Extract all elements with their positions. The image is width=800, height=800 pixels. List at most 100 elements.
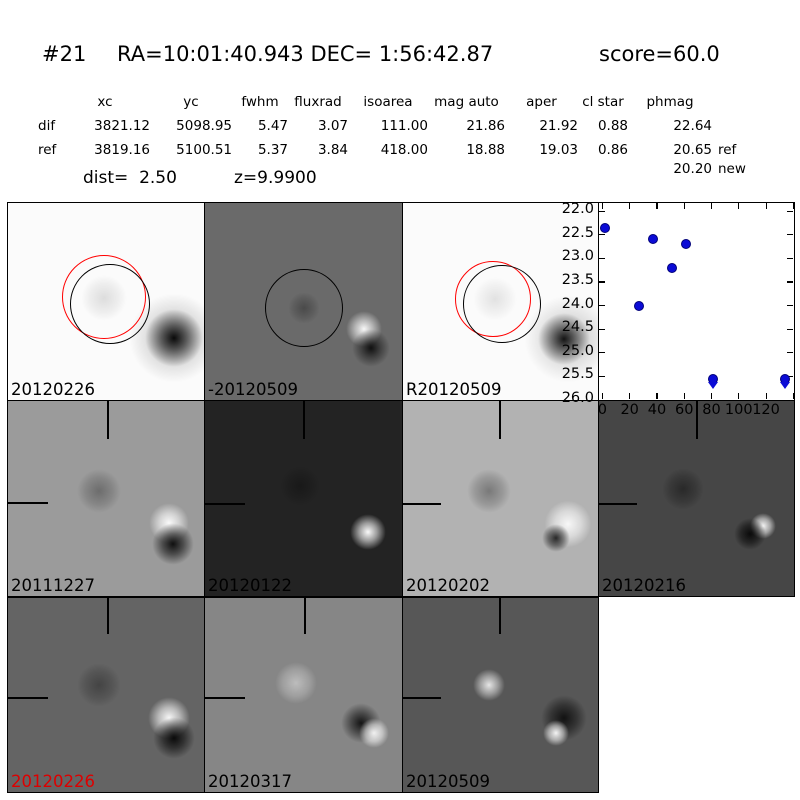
cutout-epoch-20111227: 20111227 [7,400,205,597]
upper-limit-arrow-icon [780,381,791,389]
data-point [666,262,677,273]
ref-cl-star: 0.86 [597,142,628,158]
candidate-coords: RA=10:01:40.943 DEC= 1:56:42.87 [117,42,494,66]
x-axis-tick [629,203,631,209]
y-axis-tick [787,210,793,212]
y-axis-tick [599,352,605,354]
y-tick-label: 23.5 [561,271,594,288]
new-phmag-value: 20.20 [673,161,712,177]
y-axis-tick [599,210,605,212]
candidate-spot [275,662,317,704]
y-tick-label: 25.0 [561,342,594,359]
ref-fwhm: 5.37 [257,142,288,158]
col-header-cl-star: cl star [582,94,624,110]
ref-phmag: 20.65 [673,142,712,158]
candidate-spot [473,669,505,701]
ref-mag-auto: 18.88 [466,142,505,158]
y-axis-tick [599,257,605,259]
candidate-spot [77,469,121,513]
ref-aper: 19.03 [539,142,578,158]
x-axis-tick [601,203,604,209]
dipole-white-blob [350,514,386,550]
candidate-spot [280,466,320,506]
y-tick-label: 22.5 [561,224,594,241]
cutout-date-label: 20120122 [208,576,292,596]
cutout-date-label: 20120226 [11,772,95,792]
cutout-date-label: 20120226 [11,380,95,400]
x-axis-tick [711,393,713,399]
ref-xc: 3819.16 [94,142,150,158]
dif-fluxrad: 3.07 [317,118,348,134]
y-tick-label: 26.0 [561,390,594,406]
ref-phmag-suffix: ref [718,142,737,158]
x-axis-tick [656,203,658,209]
cutout-date-label: 20120202 [406,576,490,596]
star-blob [537,312,591,366]
col-header-fwhm: fwhm [241,94,279,110]
crosshair-tick-left [8,697,48,699]
y-tick-label: 23.0 [561,248,594,265]
x-tick-label: 40 [647,402,667,418]
candidate-score: score=60.0 [599,42,720,66]
dipole-black-blob [152,523,194,565]
cutout-date-label: R20120509 [406,380,502,400]
col-header-mag-auto: mag auto [434,94,499,110]
data-point [680,239,691,250]
dipole-black-blob [734,518,766,550]
ref-fluxrad: 3.84 [317,142,348,158]
dist-value: dist= 2.50 [83,168,177,188]
y-tick-label: 22.0 [561,201,594,218]
x-tick-label: 80 [702,402,721,418]
y-axis-tick [787,399,793,400]
x-axis-tick [738,393,740,399]
x-tick-label: 0 [597,402,608,418]
y-tick-label: 24.0 [561,295,594,312]
dif-isoarea: 111.00 [380,118,428,134]
crosshair-tick-top [304,598,306,634]
crosshair-tick-left [403,503,441,505]
col-header-isoarea: isoarea [363,94,413,110]
crosshair-tick-top [499,401,501,439]
y-tick-label: 25.5 [561,366,594,383]
row-label-dif: dif [38,118,56,134]
x-axis-tick [683,203,685,209]
x-axis-tick [792,203,794,209]
data-point [634,300,645,311]
crosshair-tick-top [303,401,305,439]
x-axis-tick [792,393,794,399]
x-tick-label: 20 [620,402,639,418]
photometry-table: xc yc fwhm fluxrad isoarea mag auto aper… [30,90,760,162]
col-header-yc: yc [183,94,199,110]
star-blob [144,308,204,368]
dipole-black-blob [153,717,195,759]
cutout-date-label: -20120509 [208,380,298,400]
x-axis-tick [629,393,631,399]
cutout-epoch-20120226: 20120226 [7,597,205,793]
crosshair-tick-left [8,502,48,504]
y-axis-tick [599,305,605,307]
x-axis-tick [656,393,658,399]
cutout-date-label: 20120317 [208,772,292,792]
crosshair-tick-top [696,401,698,439]
y-axis-tick [787,281,793,283]
y-axis-tick [599,375,605,378]
cutout-diff-20120509: -20120509 [204,202,403,401]
data-point [647,234,658,245]
dif-xc: 3821.12 [94,118,150,134]
y-tick-label: 24.5 [561,319,594,336]
lightcurve-plot [598,202,795,401]
x-axis-tick [765,203,767,209]
cutout-ref-20120509: R20120509 [402,202,599,401]
data-point [600,222,611,233]
cutout-date-label: 20120509 [406,772,490,792]
crosshair-tick-top [499,598,501,634]
x-axis-tick [601,393,604,399]
cutout-date-label: 20111227 [11,576,95,596]
dif-phmag: 22.64 [673,118,712,134]
dif-yc: 5098.95 [176,118,232,134]
candidate-spot [77,663,121,707]
y-axis-tick [599,399,605,400]
cutout-epoch-20120216: 20120216 [598,400,795,597]
x-axis-tick [711,203,713,209]
